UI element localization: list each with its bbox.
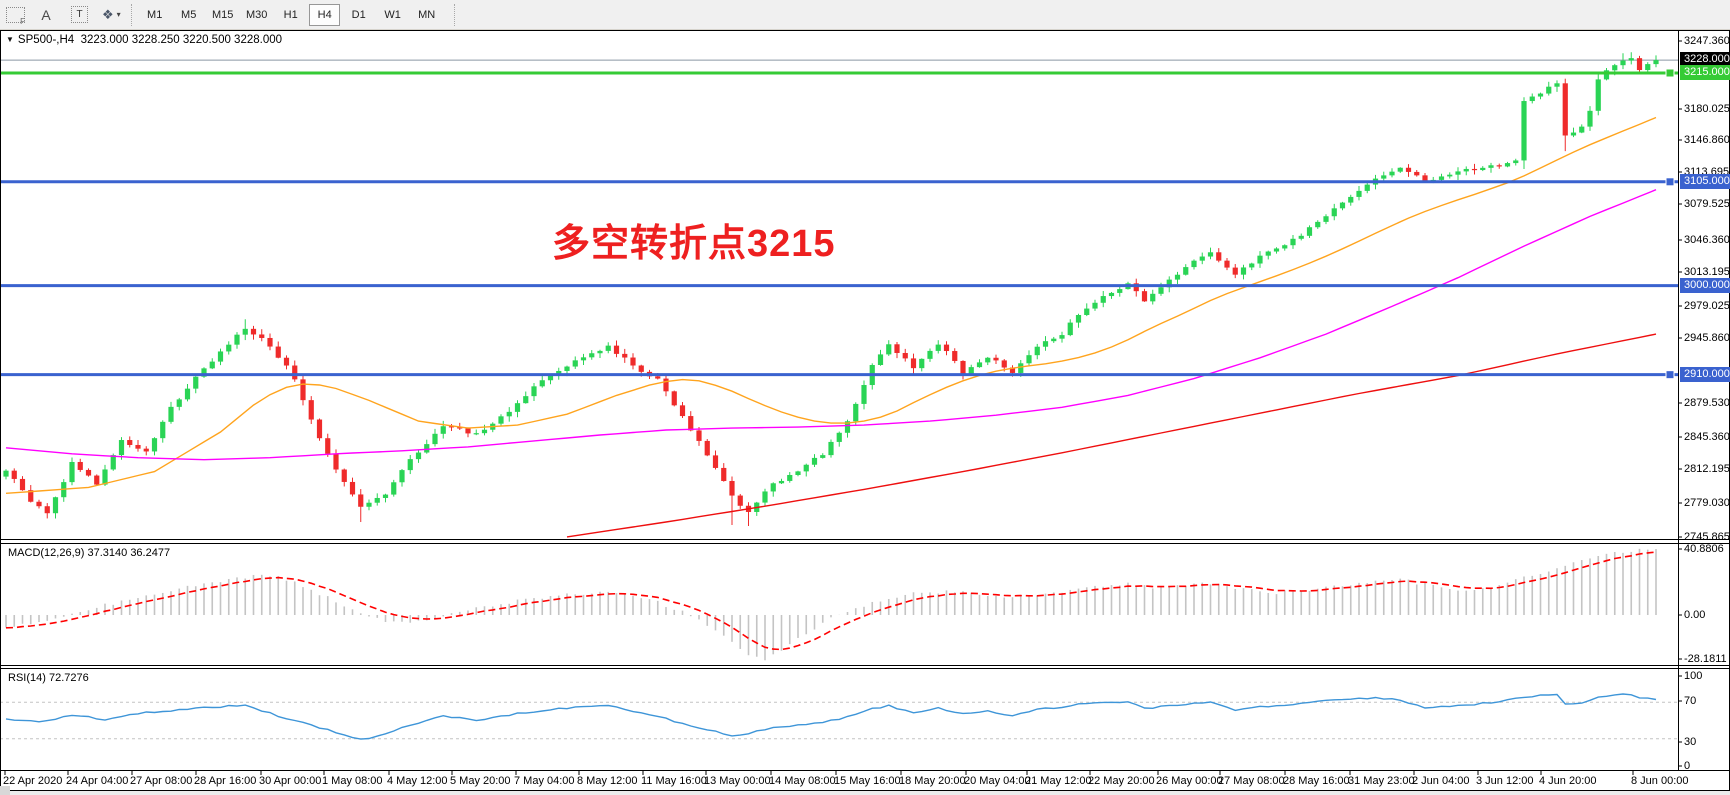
timeframe-button-mn[interactable]: MN bbox=[418, 8, 436, 21]
time-tick-label: 21 May 12:00 bbox=[1025, 775, 1092, 787]
time-tick-label: 14 May 08:00 bbox=[769, 775, 836, 787]
rsi-tick-label: 70 bbox=[1684, 695, 1697, 707]
time-tick-label: 27 May 08:00 bbox=[1218, 775, 1285, 787]
chart-title-symbol: SP500-,H4 bbox=[17, 34, 75, 46]
price-tick-label: 2812.195 bbox=[1684, 463, 1730, 475]
timeframe-button-d1[interactable]: D1 bbox=[351, 8, 366, 21]
time-tick-label: 8 May 12:00 bbox=[577, 775, 638, 787]
time-tick-label: 4 Jun 20:00 bbox=[1539, 775, 1597, 787]
time-tick-label: 3 Jun 12:00 bbox=[1476, 775, 1534, 787]
time-tick-label: 8 Jun 00:00 bbox=[1631, 775, 1689, 787]
time-tick-label: 7 May 04:00 bbox=[514, 775, 575, 787]
timeframe-buttons: M1 M5 M15 M30 H1 H4 D1 W1 MN bbox=[138, 3, 444, 26]
price-level-box-3228.000: 3228.000 bbox=[1680, 52, 1730, 68]
price-tick-label: 2879.530 bbox=[1684, 397, 1730, 409]
collapse-arrow-icon[interactable]: ▼ bbox=[6, 35, 14, 44]
macd-tick-label: 40.8806 bbox=[1684, 543, 1724, 555]
price-tick-label: 3180.025 bbox=[1684, 103, 1730, 115]
bottom-corner-handle[interactable] bbox=[0, 786, 10, 795]
time-tick-label: 30 Apr 00:00 bbox=[259, 775, 322, 787]
price-level-box-3215.000: 3215.000 bbox=[1680, 65, 1730, 80]
dropdown-caret-icon: ▾ bbox=[116, 10, 121, 19]
price-level-box-3105.000: 3105.000 bbox=[1680, 173, 1730, 189]
rsi-tick-label: 0 bbox=[1684, 760, 1691, 772]
time-tick-label: 2 Jun 04:00 bbox=[1412, 775, 1470, 787]
price-tick-label: 2979.025 bbox=[1684, 300, 1730, 312]
time-tick-label: 27 Apr 08:00 bbox=[130, 775, 193, 787]
time-tick-label: 26 May 00:00 bbox=[1156, 775, 1223, 787]
text-box-icon[interactable]: T bbox=[71, 6, 88, 23]
time-tick-label: 22 May 20:00 bbox=[1088, 775, 1155, 787]
timeframe-button-m5[interactable]: M5 bbox=[181, 8, 197, 21]
timeframe-button-m15[interactable]: M15 bbox=[211, 8, 234, 21]
shapes-tool-icon[interactable]: ❖ ▾ bbox=[102, 4, 121, 26]
toolbar-separator bbox=[453, 3, 456, 26]
time-tick-label: 1 May 08:00 bbox=[322, 775, 383, 787]
toolbar-separator bbox=[130, 3, 133, 26]
timeframe-button-h1[interactable]: H1 bbox=[283, 8, 298, 21]
time-tick-label: 5 May 20:00 bbox=[450, 775, 511, 787]
price-level-box-2910.000: 2910.000 bbox=[1680, 366, 1730, 382]
price-tick-label: 3079.525 bbox=[1684, 198, 1730, 210]
price-tick-label: 2945.860 bbox=[1684, 332, 1730, 344]
macd-indicator-label: MACD(12,26,9) 37.3140 36.2477 bbox=[8, 547, 171, 559]
top-toolbar: F A T ❖ ▾ M1 M5 M15 M30 H1 H4 D1 W1 MN bbox=[0, 0, 1730, 30]
annotation-text[interactable]: 多空转折点3215 bbox=[552, 223, 836, 265]
time-tick-label: 11 May 16:00 bbox=[641, 775, 707, 787]
chart-window: ▼ SP500-,H4 3223.000 3228.250 3220.500 32… bbox=[0, 30, 1730, 795]
bottom-strip bbox=[0, 791, 1730, 795]
time-tick-label: 22 Apr 2020 bbox=[3, 775, 63, 787]
rsi-tick-label: 100 bbox=[1684, 670, 1703, 682]
price-tick-label: 3013.195 bbox=[1684, 266, 1730, 278]
rsi-tick-label: 30 bbox=[1684, 736, 1697, 748]
chart-title-ohlc: 3223.000 3228.250 3220.500 3228.000 bbox=[80, 34, 283, 46]
timeframe-button-m30[interactable]: M30 bbox=[245, 8, 268, 21]
time-tick-label: 4 May 12:00 bbox=[387, 775, 448, 787]
rsi-indicator-label: RSI(14) 72.7276 bbox=[8, 672, 89, 684]
price-level-box-3000.000: 3000.000 bbox=[1680, 277, 1730, 293]
time-tick-label: 28 May 16:00 bbox=[1283, 775, 1350, 787]
price-tick-label: 3146.860 bbox=[1684, 134, 1730, 146]
time-tick-label: 13 May 00:00 bbox=[704, 775, 771, 787]
time-tick-label: 18 May 20:00 bbox=[899, 775, 966, 787]
fibonacci-grid-icon[interactable]: F bbox=[6, 6, 25, 26]
price-tick-label: 3247.360 bbox=[1684, 35, 1730, 47]
time-tick-label: 24 Apr 04:00 bbox=[66, 775, 129, 787]
macd-tick-label: -28.1811 bbox=[1684, 653, 1727, 665]
text-label-icon[interactable]: A bbox=[41, 6, 51, 23]
price-tick-label: 2845.360 bbox=[1684, 431, 1730, 443]
time-tick-label: 31 May 23:00 bbox=[1348, 775, 1415, 787]
price-tick-label: 2779.030 bbox=[1684, 497, 1730, 509]
chart-title: ▼ SP500-,H4 3223.000 3228.250 3220.500 32… bbox=[6, 34, 282, 46]
price-tick-label: 3046.360 bbox=[1684, 234, 1730, 246]
time-tick-label: 15 May 16:00 bbox=[834, 775, 901, 787]
shapes-glyph-icon: ❖ bbox=[102, 6, 114, 22]
time-tick-label: 20 May 04:00 bbox=[964, 775, 1031, 787]
price-tick-label: 2745.865 bbox=[1684, 531, 1730, 543]
time-tick-label: 28 Apr 16:00 bbox=[194, 775, 257, 787]
timeframe-button-h4[interactable]: H4 bbox=[309, 3, 341, 26]
timeframe-button-w1[interactable]: W1 bbox=[384, 8, 401, 21]
macd-tick-label: 0.00 bbox=[1684, 609, 1706, 621]
timeframe-button-m1[interactable]: M1 bbox=[147, 8, 163, 21]
